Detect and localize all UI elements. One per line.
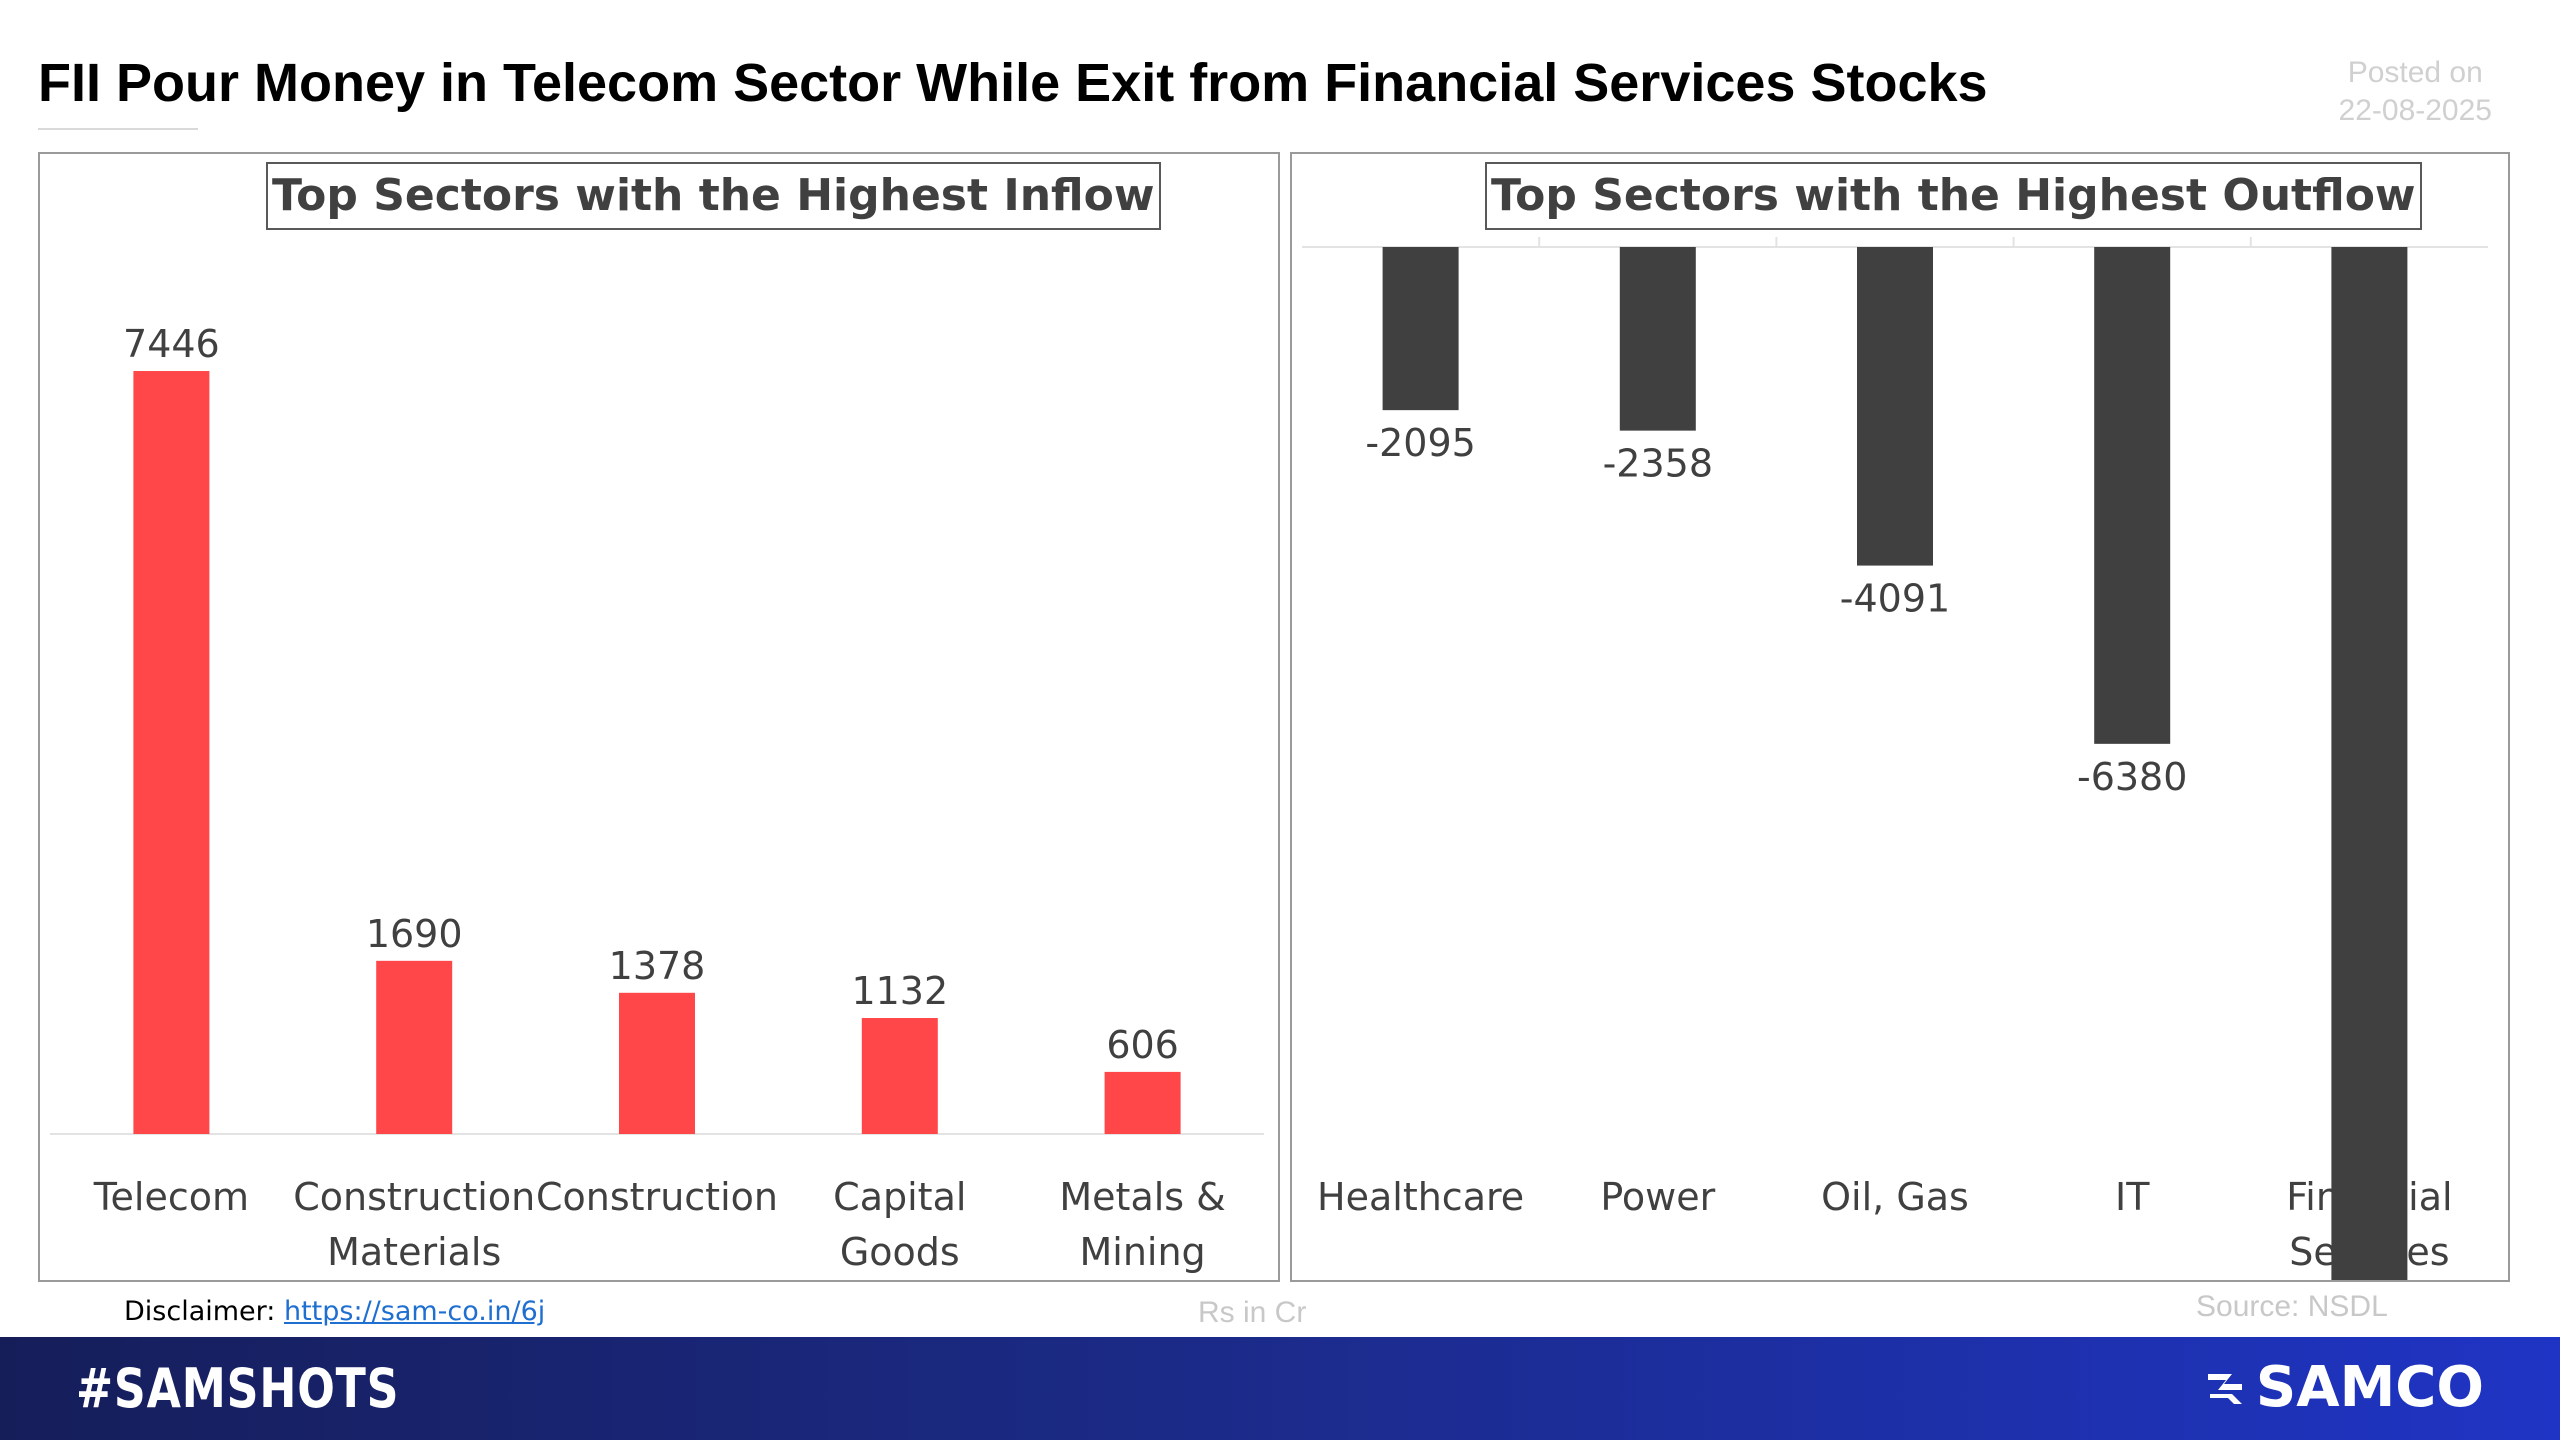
bar-construction-materials xyxy=(376,960,453,1134)
data-label: 606 xyxy=(1106,1023,1179,1067)
data-label: 1690 xyxy=(366,912,463,956)
category-label: Materials xyxy=(327,1230,501,1274)
category-label: Construction xyxy=(536,1175,778,1219)
inflow-chart: 7446 Telecom 1690 Construction Materials 1378… xyxy=(50,322,1264,1274)
data-label: -4091 xyxy=(1840,577,1950,621)
category-label: Metals & xyxy=(1059,1175,1225,1219)
category-label: Healthcare xyxy=(1317,1175,1524,1219)
disclaimer-label: Disclaimer: xyxy=(124,1296,284,1327)
outflow-chart-title: Top Sectors with the Highest Outflow xyxy=(1485,162,2422,230)
outflow-chart-panel: -2095 Healthcare -2358 Power -4091 Oil, Gas -6… xyxy=(1290,152,2510,1282)
data-label: -2358 xyxy=(1603,442,1713,486)
data-label: -2095 xyxy=(1365,421,1475,465)
units-note: Rs in Cr xyxy=(1198,1296,1307,1329)
category-label: Power xyxy=(1600,1175,1715,1219)
category-label: Financial xyxy=(2286,1175,2452,1219)
bar-construction xyxy=(619,992,695,1134)
category-label: Services xyxy=(2289,1230,2449,1274)
data-label: 1132 xyxy=(851,969,948,1013)
brand-name: SAMCO xyxy=(2255,1355,2484,1420)
title-underline xyxy=(38,128,198,130)
category-label: Mining xyxy=(1079,1230,1205,1274)
data-label: 7446 xyxy=(123,322,220,366)
outflow-chart: -2095 Healthcare -2358 Power -4091 Oil, Gas -6… xyxy=(1302,237,2488,1280)
category-label: Oil, Gas xyxy=(1821,1175,1969,1219)
posted-info: Posted on 22-08-2025 xyxy=(2339,54,2492,130)
inflow-chart-title: Top Sectors with the Highest Inflow xyxy=(266,162,1161,230)
samco-logo-icon xyxy=(2207,1373,2242,1404)
disclaimer-link[interactable]: https://sam-co.in/6j xyxy=(283,1296,546,1327)
category-label: Capital xyxy=(833,1175,966,1219)
bar-oil-gas xyxy=(1857,247,1933,566)
category-label: IT xyxy=(2115,1175,2150,1219)
category-label: Goods xyxy=(840,1230,960,1274)
brand-logo: SAMCO xyxy=(2202,1355,2484,1420)
bar-metals-mining xyxy=(1104,1071,1181,1134)
category-label: Telecom xyxy=(93,1175,249,1219)
posted-label: Posted on xyxy=(2347,56,2483,89)
category-label: Construction xyxy=(293,1175,535,1219)
data-label: -6380 xyxy=(2077,755,2187,799)
hashtag-label: #SAMSHOTS xyxy=(76,1357,400,1420)
bar-it xyxy=(2094,247,2171,744)
bar-healthcare xyxy=(1382,247,1459,411)
data-label: 1378 xyxy=(609,944,706,988)
disclaimer: Disclaimer: https://sam-co.in/6j xyxy=(124,1296,545,1327)
inflow-chart-panel: 7446 Telecom 1690 Construction Materials 1378… xyxy=(38,152,1280,1282)
bar-capital-goods xyxy=(861,1018,938,1134)
posted-date: 22-08-2025 xyxy=(2338,94,2492,127)
bar-financial-services xyxy=(2331,247,2408,1280)
footer-banner: #SAMSHOTS SAMCO xyxy=(0,1337,2560,1440)
source-note: Source: NSDL xyxy=(2196,1290,2388,1323)
bar-power xyxy=(1619,247,1696,431)
page-title: FII Pour Money in Telecom Sector While E… xyxy=(38,53,1988,113)
bar-telecom xyxy=(133,371,210,1134)
